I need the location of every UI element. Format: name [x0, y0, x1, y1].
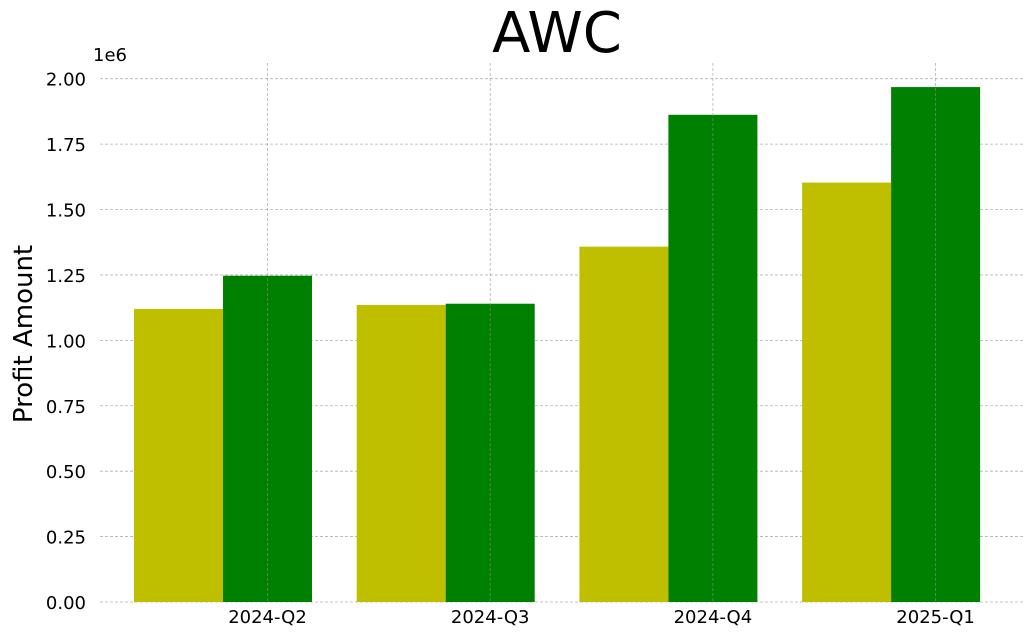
y-axis-offset-label: 1e6 — [93, 45, 127, 66]
x-tick-label: 2024-Q2 — [228, 607, 307, 628]
y-tick-label: 0.50 — [46, 462, 86, 483]
x-tick-label: 2025-Q1 — [896, 607, 975, 628]
x-tick-label: 2024-Q3 — [451, 607, 530, 628]
bar-2024-Q4-series-1 — [579, 246, 669, 602]
bars-layer — [134, 87, 981, 603]
y-tick-label: 0.00 — [46, 593, 86, 614]
y-tick-label: 0.75 — [46, 397, 86, 418]
y-tick-label: 1.25 — [46, 266, 86, 287]
x-tick-label: 2024-Q4 — [674, 607, 753, 628]
ticks-layer: 0.00 0.25 0.50 0.75 1.00 1.25 1.50 1.75 2.00 2024… — [46, 70, 975, 628]
y-axis-label: Profit Amount — [9, 245, 39, 423]
y-tick-label: 0.25 — [46, 528, 86, 549]
bar-2024-Q2-series-1 — [134, 308, 223, 602]
bar-2025-Q1-series-1 — [802, 182, 892, 602]
grid-layer — [100, 78, 1023, 603]
y-tick-label: 2.00 — [46, 70, 86, 91]
y-tick-label: 1.50 — [46, 201, 86, 222]
y-tick-label: 1.75 — [46, 135, 86, 156]
chart-title: AWC — [492, 1, 622, 66]
y-tick-label: 1.00 — [46, 331, 86, 352]
bar-2024-Q3-series-1 — [356, 305, 446, 602]
